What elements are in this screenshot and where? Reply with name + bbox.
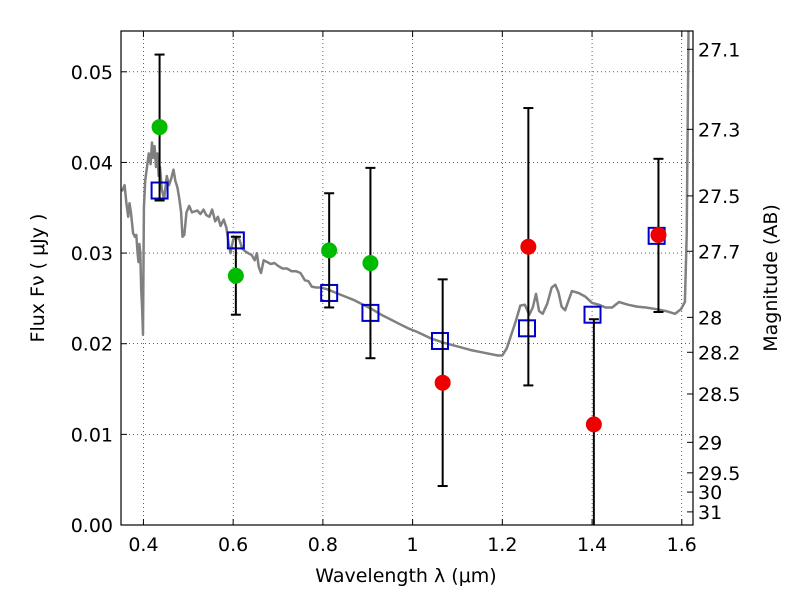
low-significance-point (520, 238, 537, 255)
right-tick-label: 28 (698, 307, 722, 329)
y-axis-title: Flux Fν ( μJy ) (27, 214, 49, 343)
x-tick-label: 0.8 (308, 534, 338, 556)
y-tick-label: 0.00 (71, 515, 113, 537)
model-spectrum-line (121, 31, 690, 357)
y-tick-label: 0.04 (71, 152, 113, 174)
right-tick-label: 29.5 (698, 463, 740, 485)
right-axis-title: Magnitude (AB) (760, 204, 782, 352)
right-tick-label: 29 (698, 432, 722, 454)
plot-frame (120, 30, 694, 526)
detections-point (151, 119, 168, 136)
right-tick-label: 27.7 (698, 241, 740, 263)
x-axis-title: Wavelength λ (μm) (315, 565, 496, 587)
x-tick-label: 0.6 (218, 534, 248, 556)
axes: 0.4 0.6 0.8 1 1.2 1.4 1.6 0.00 0.01 0.02 0.03 0.04 0… (71, 31, 740, 556)
right-tick-label: 28.2 (698, 342, 740, 364)
x-tick-label: 1.6 (667, 534, 697, 556)
y-tick-label: 0.03 (71, 243, 113, 265)
low-significance-point (434, 374, 451, 391)
x-tick-label: 1.2 (487, 534, 517, 556)
bandpass-square-marker (430, 331, 449, 350)
low-significance-point (650, 226, 667, 243)
bandpass-square-marker (518, 319, 537, 338)
x-tick-label: 1.4 (577, 534, 607, 556)
grid-lines (121, 31, 693, 526)
right-tick-label: 27.5 (698, 186, 740, 208)
right-tick-label: 28.5 (698, 384, 740, 406)
y-tick-label: 0.05 (71, 62, 113, 84)
right-tick-label: 31 (698, 502, 722, 524)
right-tick-label: 30 (698, 482, 722, 504)
bandpass-square-marker (583, 305, 602, 324)
plot-area (121, 31, 690, 525)
low-significance-point (585, 416, 602, 433)
detections-point (227, 267, 244, 284)
detections-point (362, 255, 379, 272)
right-tick-label: 27.3 (698, 119, 740, 141)
x-tick-label: 0.4 (128, 534, 158, 556)
y-tick-label: 0.01 (71, 424, 113, 446)
y-tick-label: 0.02 (71, 334, 113, 356)
right-tick-label: 27.1 (698, 39, 740, 61)
detections-point (321, 242, 338, 259)
x-tick-label: 1 (407, 534, 419, 556)
